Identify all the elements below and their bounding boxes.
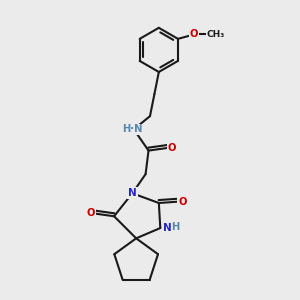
Text: N: N <box>128 188 137 198</box>
Text: CH₃: CH₃ <box>206 30 225 39</box>
Text: H: H <box>172 222 180 232</box>
Text: H·N: H·N <box>122 124 142 134</box>
Text: O: O <box>178 196 187 206</box>
Text: O: O <box>167 142 176 153</box>
Text: N: N <box>163 223 171 233</box>
Text: O: O <box>86 208 95 218</box>
Text: O: O <box>190 29 198 39</box>
